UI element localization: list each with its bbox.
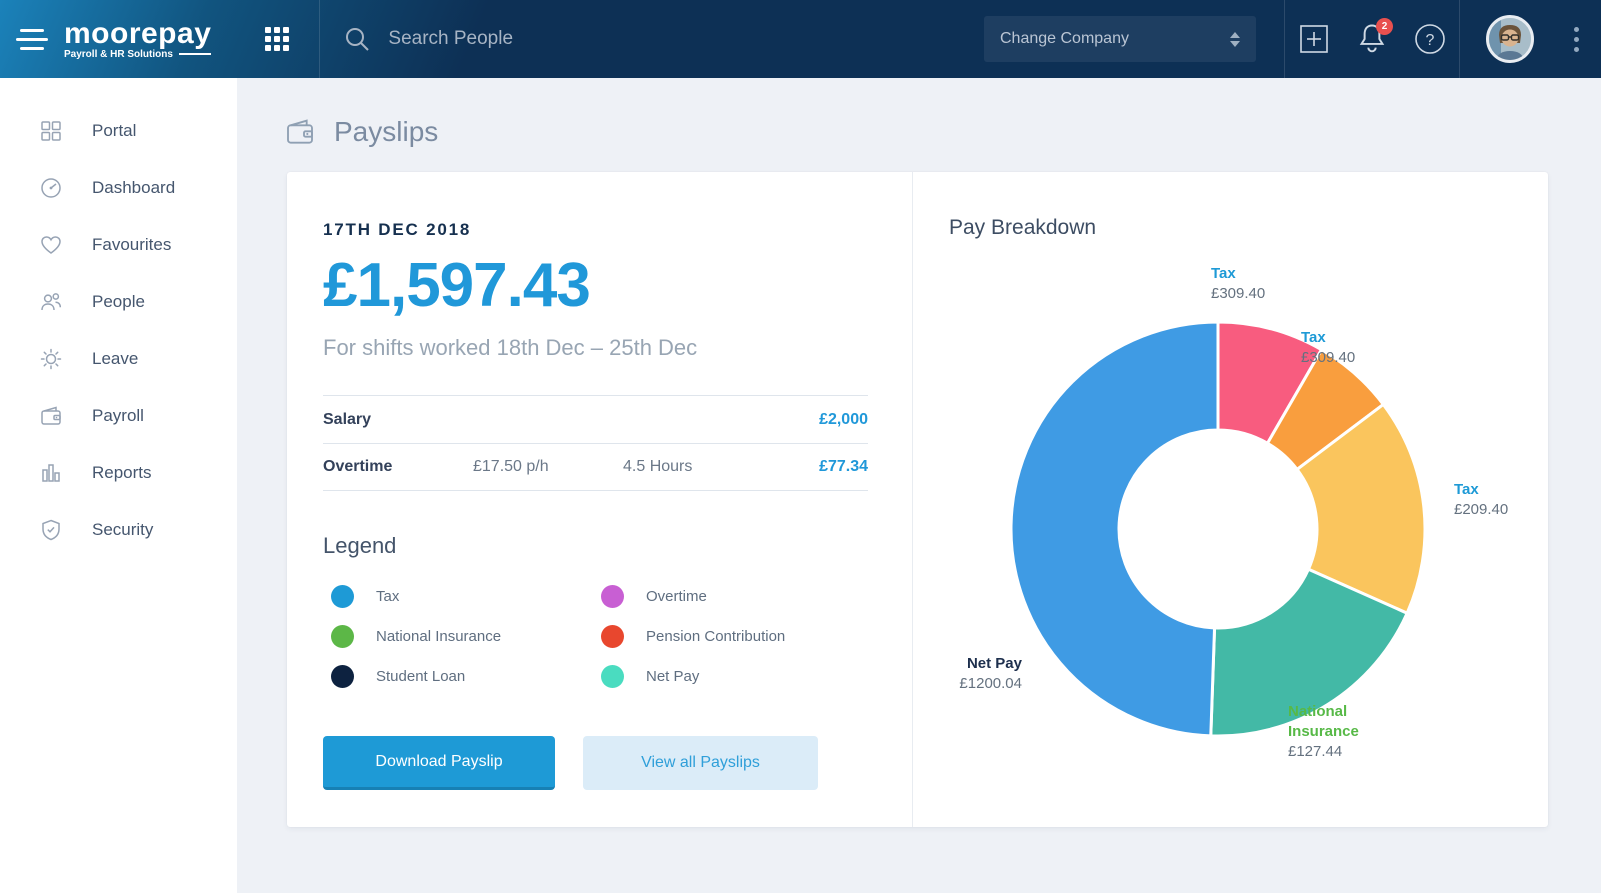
row-label: Overtime: [323, 458, 393, 475]
notifications-button[interactable]: 2: [1343, 0, 1401, 78]
row-rate: £17.50 p/h: [473, 458, 549, 475]
people-icon: [41, 292, 62, 310]
more-options-kebab-icon[interactable]: [1552, 26, 1601, 52]
change-company-label: Change Company: [1000, 30, 1129, 47]
slice-label-national-insurance: National Insurance £127.44: [1288, 703, 1359, 760]
legend-dot: [331, 585, 354, 608]
question-icon: ?: [1415, 24, 1445, 54]
slice-label-tax-2: Tax £309.40: [1301, 329, 1356, 366]
table-row: Salary £2,000: [323, 395, 868, 443]
wallet-icon: [41, 406, 61, 425]
sidebar-item-leave[interactable]: Leave: [0, 330, 237, 387]
sidebar-item-people[interactable]: People: [0, 273, 237, 330]
legend-item-overtime: Overtime: [601, 585, 868, 608]
search-icon: [346, 28, 370, 51]
legend-dot: [601, 585, 624, 608]
view-all-payslips-button[interactable]: View all Payslips: [583, 736, 818, 790]
legend: Tax Overtime National Insurance Pension …: [323, 585, 868, 688]
payslips-wallet-icon: [287, 119, 313, 144]
avatar-photo: [1489, 18, 1531, 60]
sidebar-label: Dashboard: [92, 177, 176, 197]
payslip-subtitle: For shifts worked 18th Dec – 25th Dec: [323, 335, 698, 360]
sun-icon: [40, 348, 62, 369]
user-avatar[interactable]: [1486, 15, 1534, 63]
payslip-amount: £1,597.43: [323, 251, 591, 320]
header-divider: [319, 0, 321, 78]
payslip-date: 17TH DEC 2018: [323, 220, 472, 239]
row-label: Salary: [323, 410, 372, 428]
slice-label-net-pay: Net Pay £1200.04: [959, 655, 1022, 692]
payslip-card: 17TH DEC 2018 £1,597.43 For shifts worke…: [287, 172, 1548, 827]
sidebar-label: Payroll: [92, 405, 144, 425]
sidebar-label: Leave: [92, 348, 139, 368]
table-row: Overtime £17.50 p/h 4.5 Hours £77.34: [323, 443, 868, 491]
row-amount: £2,000: [819, 410, 868, 428]
row-hours: 4.5 Hours: [623, 458, 693, 475]
main-content: Payslips 17TH DEC 2018 £1,597.43 For shi…: [237, 78, 1601, 893]
donut-slice-4[interactable]: [1009, 320, 1220, 738]
app-logo[interactable]: moorepay Payroll & HR Solutions: [64, 16, 212, 60]
chart-title: Pay Breakdown: [949, 216, 1097, 239]
sidebar-item-portal[interactable]: Portal: [0, 102, 237, 159]
grid-icon: [265, 27, 290, 51]
sidebar-item-payroll[interactable]: Payroll: [0, 387, 237, 444]
pay-table: Salary £2,000 Overtime £17.50 p/h 4.5 Ho…: [323, 395, 868, 491]
legend-dot: [331, 625, 354, 648]
sidebar-label: People: [92, 291, 145, 311]
legend-dot: [601, 665, 624, 688]
slice-label-tax-3: Tax £209.40: [1454, 481, 1509, 518]
donut-slice-3[interactable]: [1209, 567, 1410, 738]
plus-square-icon: [1300, 25, 1328, 53]
search-bar[interactable]: [344, 26, 984, 52]
legend-item-tax: Tax: [331, 585, 593, 608]
sidebar-label: Security: [92, 519, 154, 539]
legend-item-national-insurance: National Insurance: [331, 625, 593, 648]
bar-chart-icon: [42, 463, 60, 482]
header-divider: [1284, 0, 1285, 78]
sidebar-label: Portal: [92, 120, 137, 140]
donut-slice-2[interactable]: [1294, 402, 1427, 616]
top-navbar: moorepay Payroll & HR Solutions Change C…: [0, 0, 1601, 78]
shield-icon: [42, 519, 60, 540]
app-grid-icon[interactable]: [257, 19, 297, 59]
logo-tagline: Payroll & HR Solutions: [64, 48, 173, 60]
legend-item-pension: Pension Contribution: [601, 625, 868, 648]
logo-underline: [178, 53, 212, 55]
hamburger-menu-icon[interactable]: [0, 28, 64, 50]
legend-item-student-loan: Student Loan: [331, 665, 593, 688]
slice-label-tax-1: Tax £309.40: [1211, 265, 1266, 302]
legend-dot: [601, 625, 624, 648]
add-new-button[interactable]: [1285, 0, 1343, 78]
portal-grid-icon: [41, 120, 61, 141]
payslip-detail-panel: 17TH DEC 2018 £1,597.43 For shifts worke…: [287, 172, 912, 827]
svg-text:?: ?: [1426, 32, 1435, 49]
legend-dot: [331, 665, 354, 688]
sidebar-label: Reports: [92, 462, 152, 482]
donut-chart: [1009, 320, 1427, 738]
legend-item-net-pay: Net Pay: [601, 665, 868, 688]
dropdown-arrows-icon: [1230, 31, 1240, 47]
sidebar-item-security[interactable]: Security: [0, 501, 237, 558]
heart-icon: [41, 235, 61, 254]
sidebar-item-reports[interactable]: Reports: [0, 444, 237, 501]
notification-badge: 2: [1376, 18, 1393, 35]
download-payslip-button[interactable]: Download Payslip: [323, 736, 555, 790]
change-company-dropdown[interactable]: Change Company: [984, 16, 1256, 62]
legend-title: Legend: [323, 533, 397, 558]
row-amount: £77.34: [819, 458, 868, 475]
logo-wordmark: moorepay: [64, 16, 212, 50]
search-input[interactable]: [388, 28, 809, 50]
sidebar-item-dashboard[interactable]: Dashboard: [0, 159, 237, 216]
sidebar-nav: Portal Dashboard Favourites People: [0, 78, 237, 893]
sidebar-item-favourites[interactable]: Favourites: [0, 216, 237, 273]
page-title: Payslips: [334, 116, 439, 147]
help-button[interactable]: ?: [1401, 0, 1459, 78]
sidebar-label: Favourites: [92, 234, 172, 254]
pay-breakdown-panel: Pay Breakdown Tax £309.40 Tax £309.40 Ta…: [912, 172, 1548, 827]
header-divider: [1459, 0, 1460, 78]
gauge-icon: [41, 177, 61, 198]
page-header: Payslips: [284, 116, 1601, 148]
